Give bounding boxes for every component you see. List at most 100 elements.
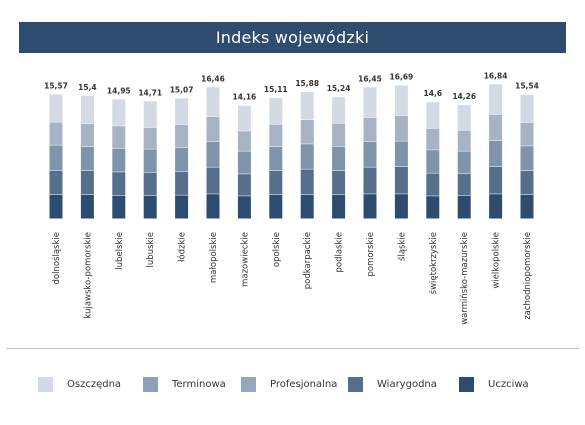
bar-segment-terminowa-podlaskie xyxy=(332,123,346,147)
bar-segment-wiarygodna-lodzkie xyxy=(175,171,189,195)
bar-segment-oszczedna-warminsko-mazurskie xyxy=(457,104,471,130)
total-label-malopolskie: 16,46 xyxy=(201,74,225,83)
bar-segment-terminowa-lodzkie xyxy=(175,124,189,148)
legend-label-oszczedna: Oszczędna xyxy=(67,379,122,390)
bar-segment-uczciwa-kujawsko-pomorskie xyxy=(80,195,94,219)
legend-swatch-profesjonalna xyxy=(241,377,256,392)
bar-segment-wiarygodna-lubuskie xyxy=(143,172,157,196)
bar-segment-oszczedna-lubelskie xyxy=(112,99,126,126)
chart-title: Indeks wojewódzki xyxy=(19,22,566,53)
bar-segment-oszczedna-malopolskie xyxy=(206,87,220,117)
bar-segment-wiarygodna-slaskie xyxy=(394,167,408,194)
bar-segment-terminowa-kujawsko-pomorskie xyxy=(80,123,94,147)
bar-segment-wiarygodna-swietokrzyskie xyxy=(426,173,440,196)
bar-segment-profesjonalna-dolnoslaskie xyxy=(49,145,63,171)
bar-segment-uczciwa-opolskie xyxy=(269,195,283,219)
bar-segment-profesjonalna-kujawsko-pomorskie xyxy=(80,147,94,171)
bar-segment-oszczedna-podlaskie xyxy=(332,97,346,123)
bar-segment-oszczedna-lubuskie xyxy=(143,101,157,128)
category-label-podkarpackie: podkarpackie xyxy=(303,232,313,289)
bar-segment-wiarygodna-opolskie xyxy=(269,171,283,195)
category-label-mazowieckie: mazowieckie xyxy=(240,232,250,287)
bar-segment-profesjonalna-warminsko-mazurskie xyxy=(457,151,471,174)
total-label-slaskie: 16,69 xyxy=(390,73,414,82)
category-label-lodzkie: łódzkie xyxy=(177,232,188,262)
category-label-dolnoslaskie: dolnośląskie xyxy=(51,232,62,285)
bar-segment-terminowa-malopolskie xyxy=(206,116,220,142)
bar-segment-terminowa-slaskie xyxy=(394,115,408,141)
bar-segment-profesjonalna-opolskie xyxy=(269,147,283,171)
legend-swatch-wiarygodna xyxy=(348,377,363,392)
bar-segment-wiarygodna-podkarpackie xyxy=(300,169,314,195)
category-label-opolskie: opolskie xyxy=(272,232,282,267)
bar-segment-oszczedna-kujawsko-pomorskie xyxy=(80,95,94,124)
bar-segment-profesjonalna-podlaskie xyxy=(332,146,346,171)
bar-segment-profesjonalna-podkarpackie xyxy=(300,144,314,169)
legend-divider xyxy=(6,348,579,349)
legend-label-profesjonalna: Profesjonalna xyxy=(270,379,338,390)
bar-segment-uczciwa-wielkopolskie xyxy=(489,194,503,219)
bar-segment-wiarygodna-lubelskie xyxy=(112,172,126,196)
bar-segment-oszczedna-podkarpackie xyxy=(300,92,314,120)
bar-segment-terminowa-warminsko-mazurskie xyxy=(457,130,471,151)
total-label-podlaskie: 15,24 xyxy=(327,84,351,93)
bar-segment-uczciwa-lubuskie xyxy=(143,195,157,219)
legend-item-wiarygodna: Wiarygodna xyxy=(348,377,437,392)
bar-segment-oszczedna-swietokrzyskie xyxy=(426,102,440,129)
bar-segment-terminowa-lubuskie xyxy=(143,127,157,149)
legend-item-terminowa: Terminowa xyxy=(143,377,226,392)
legend-item-oszczedna: Oszczędna xyxy=(38,377,121,392)
category-label-slaskie: śląskie xyxy=(396,232,407,261)
legend-label-terminowa: Terminowa xyxy=(172,379,226,390)
category-label-pomorskie: pomorskie xyxy=(366,232,376,277)
bar-segment-oszczedna-wielkopolskie xyxy=(489,84,503,115)
bar-segment-profesjonalna-mazowieckie xyxy=(237,151,251,174)
bar-segment-oszczedna-lodzkie xyxy=(175,98,189,125)
category-label-wielkopolskie: wielkopolskie xyxy=(492,232,502,289)
bar-segment-profesjonalna-zachodniopomorskie xyxy=(520,146,534,171)
bar-segment-wiarygodna-warminsko-mazurskie xyxy=(457,173,471,196)
total-label-lodzkie: 15,07 xyxy=(170,85,194,94)
bar-segment-profesjonalna-lodzkie xyxy=(175,147,189,172)
bar-segment-wiarygodna-podlaskie xyxy=(332,171,346,195)
bar-segment-uczciwa-lodzkie xyxy=(175,195,189,219)
legend-swatch-uczciwa xyxy=(459,377,474,392)
category-label-lubuskie: lubuskie xyxy=(146,232,156,267)
total-label-opolskie: 15,11 xyxy=(264,85,288,94)
total-label-dolnoslaskie: 15,57 xyxy=(44,81,68,90)
bar-segment-terminowa-wielkopolskie xyxy=(489,114,503,141)
bar-segment-profesjonalna-wielkopolskie xyxy=(489,141,503,167)
legend-label-wiarygodna: Wiarygodna xyxy=(377,379,437,390)
bar-segment-wiarygodna-wielkopolskie xyxy=(489,167,503,194)
total-label-lubuskie: 14,71 xyxy=(138,88,162,97)
bar-segment-uczciwa-pomorskie xyxy=(363,194,377,219)
chart-legend: Oszczędna Terminowa Profesjonalna Wiaryg… xyxy=(0,372,585,402)
category-label-lubelskie: lubelskie xyxy=(115,232,125,270)
bar-segment-uczciwa-swietokrzyskie xyxy=(426,196,440,219)
category-label-swietokrzyskie: świętokrzyskie xyxy=(428,232,439,294)
bar-segment-profesjonalna-lubuskie xyxy=(143,149,157,173)
total-label-kujawsko-pomorskie: 15,4 xyxy=(78,83,97,92)
legend-item-profesjonalna: Profesjonalna xyxy=(241,377,337,392)
bar-segment-terminowa-mazowieckie xyxy=(237,131,251,151)
bar-segment-profesjonalna-slaskie xyxy=(394,141,408,167)
bar-segment-uczciwa-warminsko-mazurskie xyxy=(457,195,471,219)
bar-segment-terminowa-pomorskie xyxy=(363,117,377,142)
bar-segment-uczciwa-podkarpackie xyxy=(300,195,314,219)
bar-segment-wiarygodna-zachodniopomorskie xyxy=(520,171,534,195)
bar-segment-profesjonalna-swietokrzyskie xyxy=(426,150,440,173)
category-label-kujawsko-pomorskie: kujawsko-pomorskie xyxy=(83,232,93,319)
bar-segment-oszczedna-slaskie xyxy=(394,85,408,116)
bar-segment-wiarygodna-kujawsko-pomorskie xyxy=(80,171,94,195)
bar-segment-wiarygodna-dolnoslaskie xyxy=(49,171,63,195)
bar-segment-terminowa-zachodniopomorskie xyxy=(520,122,534,146)
total-label-podkarpackie: 15,88 xyxy=(295,79,319,88)
bar-segment-profesjonalna-pomorskie xyxy=(363,141,377,167)
legend-item-uczciwa: Uczciwa xyxy=(459,377,529,392)
stacked-bar-chart: 15,57 dolnośląskie 15,4 kujawsko-pomorskie 1… xyxy=(44,71,539,324)
total-label-swietokrzyskie: 14,6 xyxy=(424,89,443,98)
bar-segment-oszczedna-pomorskie xyxy=(363,87,377,118)
total-label-zachodniopomorskie: 15,54 xyxy=(515,82,539,91)
total-label-wielkopolskie: 16,84 xyxy=(484,71,508,80)
total-label-mazowieckie: 14,16 xyxy=(233,93,257,102)
